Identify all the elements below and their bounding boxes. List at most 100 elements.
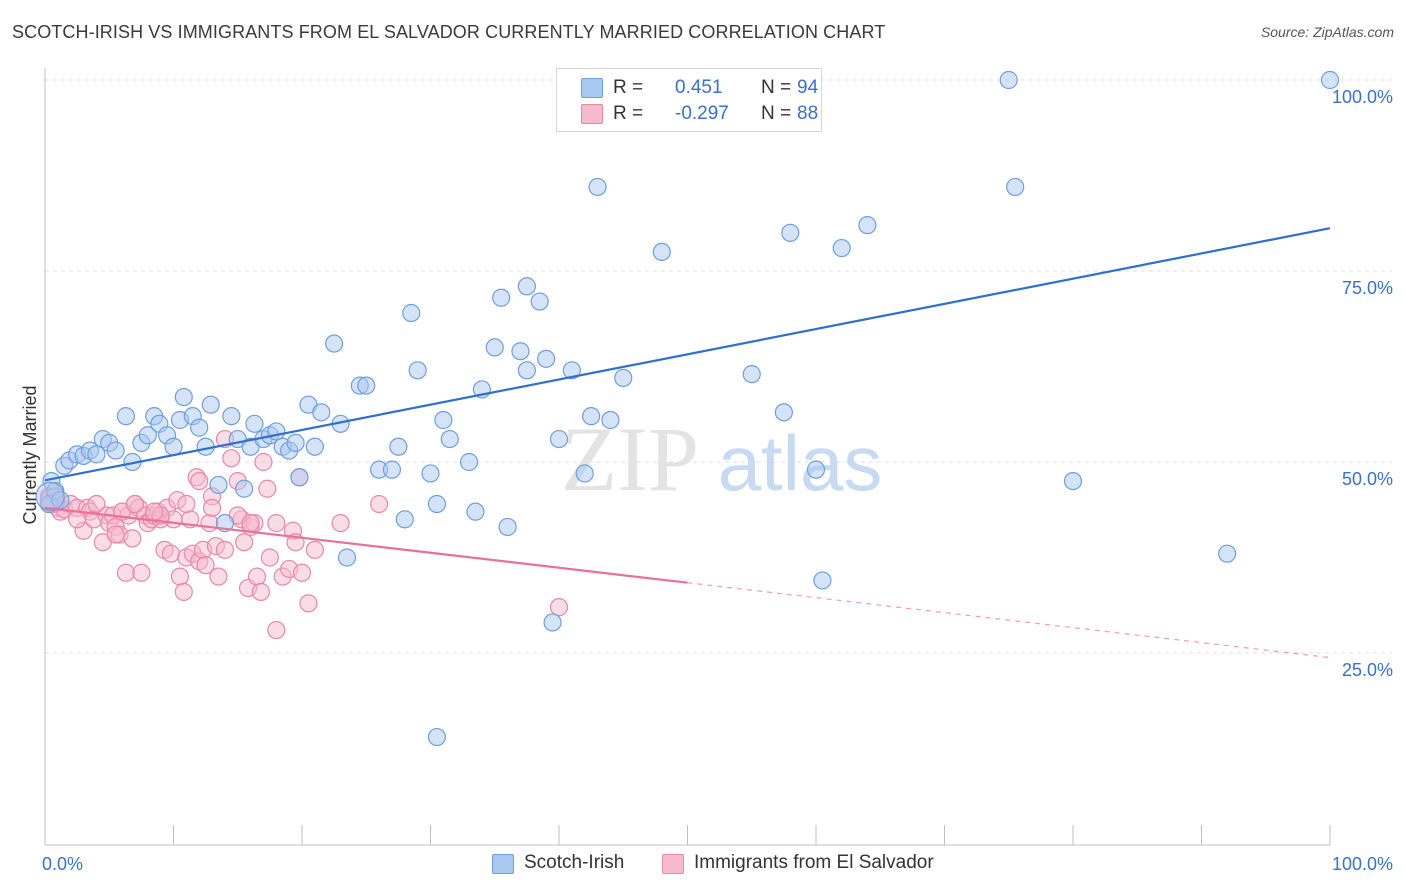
el-salvador-point	[549, 598, 569, 617]
el-salvador-point	[305, 540, 324, 559]
series-legend: Scotch-Irish Immigrants from El Salvador	[0, 852, 1406, 878]
correlation-legend: R = 0.451 N = 94 R = -0.297 N = 88	[556, 68, 822, 132]
el-salvador-point	[170, 567, 190, 586]
scotch-irish-point	[201, 395, 220, 414]
el-salvador-point	[161, 544, 181, 563]
el-salvador-point	[299, 594, 318, 613]
scotch-irish-point	[530, 292, 549, 311]
scotch-irish-point	[1006, 177, 1025, 197]
scotch-irish-point	[421, 464, 440, 483]
el-salvador-point	[202, 498, 222, 517]
scotch-irish-point	[174, 387, 193, 407]
scotch-irish-point	[235, 479, 254, 498]
el-salvador-point	[254, 452, 273, 472]
el-salvador-point	[145, 502, 164, 521]
trend-line-el-salvador	[44, 506, 688, 584]
scotch-irish-point	[245, 414, 264, 433]
el-salvador-point	[215, 540, 234, 559]
scotch-irish-point	[138, 426, 157, 445]
scotch-irish-point	[498, 517, 517, 537]
legend-label: Scotch-Irish	[524, 852, 625, 873]
y-tick-label: 75.0%	[1342, 278, 1393, 298]
el-salvador-point	[177, 494, 196, 514]
el-salvador-point	[132, 563, 151, 582]
scotch-irish-point	[116, 407, 136, 426]
legend-n-label: N =	[761, 77, 792, 98]
scotch-irish-point	[774, 403, 793, 422]
el-salvador-point	[106, 525, 125, 544]
scotch-irish-point	[222, 407, 241, 426]
watermark: ZIP atlas	[561, 408, 882, 510]
scotch-irish-point	[382, 460, 402, 479]
scotch-irish-point	[588, 177, 607, 197]
el-salvador-point	[125, 494, 145, 514]
legend-r-label: R =	[613, 103, 644, 124]
legend-n-label: N =	[761, 103, 792, 124]
legend-r-label: R =	[613, 77, 644, 98]
scotch-irish-point	[562, 361, 581, 380]
scotch-irish-point	[434, 410, 453, 430]
scotch-irish-point	[537, 349, 556, 368]
scotch-irish-point	[742, 365, 761, 384]
scotch-irish-point	[427, 494, 447, 514]
el-salvador-point	[116, 563, 136, 582]
grid-lines	[45, 79, 1392, 654]
scotch-irish-point	[999, 70, 1018, 90]
scotch-irish-point	[389, 437, 408, 456]
el-salvador-point	[196, 556, 215, 575]
el-salvador-point	[292, 563, 312, 582]
legend-label: Immigrants from El Salvador	[694, 852, 934, 873]
scotch-irish-point	[209, 475, 228, 495]
legend-n-value: 94	[797, 77, 819, 98]
scotch-irish-point	[781, 223, 800, 242]
scotch-irish-point	[286, 433, 305, 452]
el-salvador-point	[174, 582, 193, 601]
scotch-irish-point	[466, 502, 485, 521]
scotch-irish-point	[87, 445, 106, 464]
scotch-irish-point	[652, 242, 671, 261]
el-salvador-point	[260, 548, 279, 567]
el-salvador-point	[251, 582, 270, 601]
scotch-irish-point	[806, 460, 826, 479]
el-salvador-point	[331, 514, 350, 533]
watermark-zip: ZIP	[561, 408, 699, 510]
source-label: Source: ZipAtlas.com	[1260, 24, 1394, 40]
series-scotch-irish-points	[35, 70, 1340, 747]
scotch-irish-point	[549, 429, 569, 449]
el-salvador-point	[222, 449, 241, 468]
watermark-atlas: atlas	[718, 419, 883, 507]
axes	[44, 68, 1331, 846]
scotch-irish-point	[395, 510, 414, 529]
scotch-irish-point	[408, 361, 427, 380]
legend-swatch-blue	[581, 78, 603, 98]
x-tick-label: 100.0%	[1332, 854, 1393, 874]
y-axis-label: Currently Married	[20, 385, 40, 524]
y-tick-label: 100.0%	[1332, 87, 1393, 107]
scotch-irish-point	[402, 303, 421, 323]
scotch-irish-point	[858, 216, 877, 235]
el-salvador-point	[241, 514, 260, 533]
legend-swatch-pink	[662, 854, 684, 874]
scotch-irish-point	[190, 418, 209, 437]
scotch-irish-point	[312, 403, 331, 422]
scotch-irish-point	[164, 437, 183, 456]
legend-r-value: -0.297	[675, 103, 729, 124]
scotch-irish-point	[325, 334, 344, 353]
scotch-irish-point	[813, 571, 832, 590]
el-salvador-point	[200, 514, 219, 533]
scotch-irish-point	[511, 342, 530, 361]
scotch-irish-point	[305, 437, 324, 456]
scotch-irish-point	[517, 277, 536, 296]
y-tick-label: 25.0%	[1342, 660, 1393, 680]
scotch-irish-point	[517, 361, 536, 380]
scotch-irish-point	[459, 452, 479, 472]
el-salvador-point	[267, 620, 286, 640]
el-salvador-point	[190, 472, 209, 491]
el-salvador-point	[123, 529, 142, 548]
el-salvador-point	[370, 494, 389, 514]
scotch-irish-point	[337, 548, 357, 567]
legend-swatch-pink	[581, 104, 603, 124]
scotch-irish-point	[1063, 472, 1083, 491]
el-salvador-point	[209, 567, 228, 586]
